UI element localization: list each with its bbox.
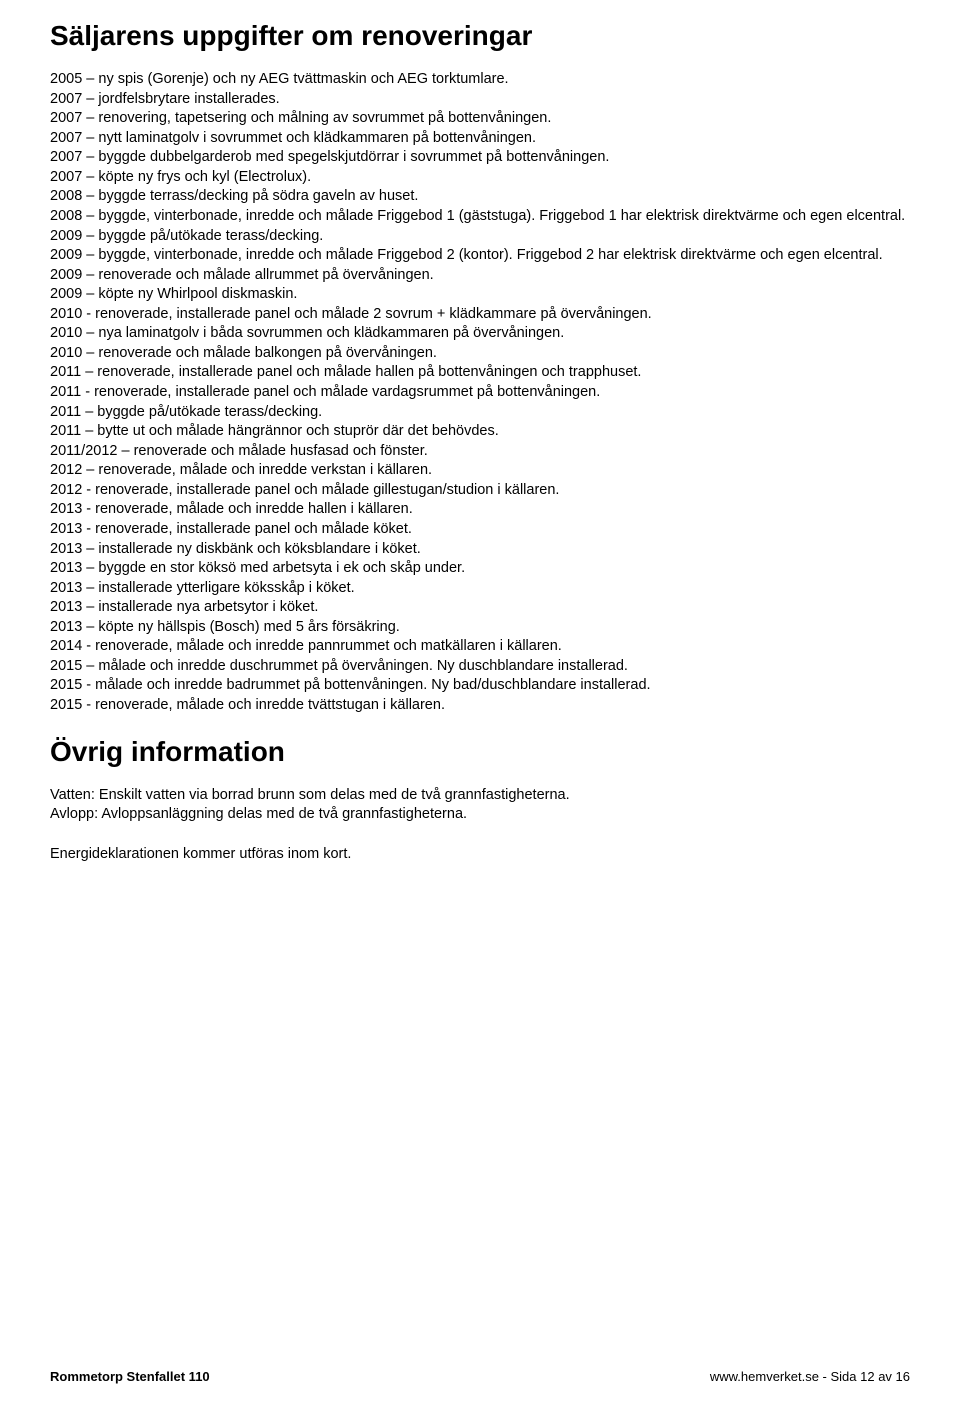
renovation-line: 2012 - renoverade, installerade panel oc… — [50, 481, 910, 501]
renovation-line: 2013 - renoverade, målade och inredde ha… — [50, 500, 910, 520]
renovation-line: 2011 – bytte ut och målade hängrännor oc… — [50, 422, 910, 442]
renovation-line: 2010 – renoverade och målade balkongen p… — [50, 344, 910, 364]
renovation-line: 2010 – nya laminatgolv i båda sovrummen … — [50, 324, 910, 344]
footer-left: Rommetorp Stenfallet 110 — [50, 1369, 210, 1384]
info-line: Vatten: Enskilt vatten via borrad brunn … — [50, 786, 910, 806]
renovation-line: 2014 - renoverade, målade och inredde pa… — [50, 637, 910, 657]
section1-title: Säljarens uppgifter om renoveringar — [50, 20, 910, 52]
renovation-line: 2015 - renoverade, målade och inredde tv… — [50, 696, 910, 716]
info-line: Energideklarationen kommer utföras inom … — [50, 845, 910, 865]
renovation-line: 2013 – installerade ny diskbänk och köks… — [50, 540, 910, 560]
renovation-line: 2013 – installerade ytterligare köksskåp… — [50, 579, 910, 599]
renovation-line: 2013 – installerade nya arbetsytor i kök… — [50, 598, 910, 618]
info-paragraph: Vatten: Enskilt vatten via borrad brunn … — [50, 786, 910, 825]
renovation-line: 2012 – renoverade, målade och inredde ve… — [50, 461, 910, 481]
renovation-line: 2009 – byggde, vinterbonade, inredde och… — [50, 246, 910, 266]
renovation-line: 2008 – byggde, vinterbonade, inredde och… — [50, 207, 910, 227]
renovation-line: 2015 – målade och inredde duschrummet på… — [50, 657, 910, 677]
renovation-line: 2007 – byggde dubbelgarderob med spegels… — [50, 148, 910, 168]
renovation-line: 2007 – renovering, tapetsering och målni… — [50, 109, 910, 129]
renovation-line: 2013 – köpte ny hällspis (Bosch) med 5 å… — [50, 618, 910, 638]
renovation-line: 2013 – byggde en stor köksö med arbetsyt… — [50, 559, 910, 579]
renovation-line: 2015 - målade och inredde badrummet på b… — [50, 676, 910, 696]
renovation-line: 2008 – byggde terrass/decking på södra g… — [50, 187, 910, 207]
info-line: Avlopp: Avloppsanläggning delas med de t… — [50, 805, 910, 825]
section2-title: Övrig information — [50, 736, 910, 768]
renovation-line: 2010 - renoverade, installerade panel oc… — [50, 305, 910, 325]
renovation-line: 2011 - renoverade, installerade panel oc… — [50, 383, 910, 403]
renovation-line: 2005 – ny spis (Gorenje) och ny AEG tvät… — [50, 70, 910, 90]
renovation-line: 2011/2012 – renoverade och målade husfas… — [50, 442, 910, 462]
renovation-line: 2013 - renoverade, installerade panel oc… — [50, 520, 910, 540]
renovation-line: 2007 – nytt laminatgolv i sovrummet och … — [50, 129, 910, 149]
renovation-line: 2007 – köpte ny frys och kyl (Electrolux… — [50, 168, 910, 188]
renovation-line: 2011 – renoverade, installerade panel oc… — [50, 363, 910, 383]
renovation-line: 2009 – köpte ny Whirlpool diskmaskin. — [50, 285, 910, 305]
renovation-line: 2009 – byggde på/utökade terass/decking. — [50, 227, 910, 247]
footer-right: www.hemverket.se - Sida 12 av 16 — [710, 1369, 910, 1384]
renovation-line: 2009 – renoverade och målade allrummet p… — [50, 266, 910, 286]
page-content: Säljarens uppgifter om renoveringar 2005… — [0, 0, 960, 864]
renovation-line: 2007 – jordfelsbrytare installerades. — [50, 90, 910, 110]
renovation-line: 2011 – byggde på/utökade terass/decking. — [50, 403, 910, 423]
info-paragraph: Energideklarationen kommer utföras inom … — [50, 845, 910, 865]
page-footer: Rommetorp Stenfallet 110 www.hemverket.s… — [50, 1369, 910, 1384]
section2-body: Vatten: Enskilt vatten via borrad brunn … — [50, 786, 910, 865]
section1-body: 2005 – ny spis (Gorenje) och ny AEG tvät… — [50, 70, 910, 716]
